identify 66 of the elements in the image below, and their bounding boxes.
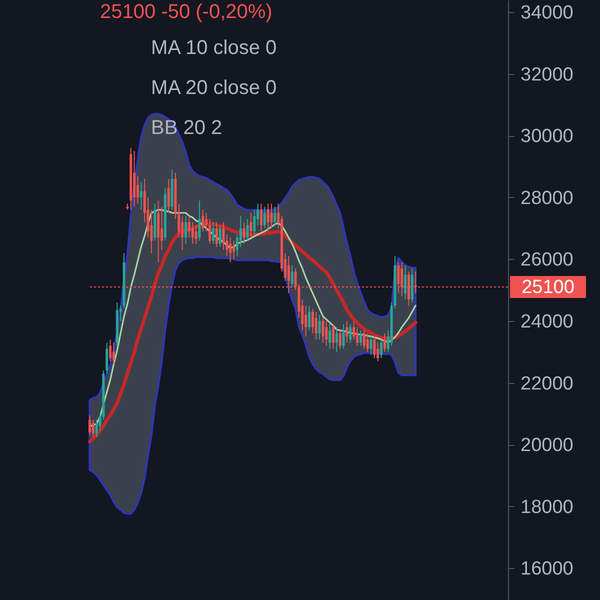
- annotation: MA 10 close 0: [151, 37, 277, 59]
- candlestick: [362, 330, 366, 350]
- candlestick: [222, 222, 225, 250]
- annotation: MA 20 close 0: [151, 77, 277, 99]
- candlestick: [338, 330, 342, 350]
- candlestick: [215, 222, 218, 248]
- y-tick-label: 30000: [520, 126, 574, 148]
- candlestick: [366, 332, 369, 352]
- candlestick: [335, 326, 338, 352]
- candlestick: [342, 324, 345, 350]
- candlestick: [314, 311, 318, 340]
- y-tick-label: 22000: [520, 373, 574, 394]
- candlestick: [229, 237, 232, 263]
- candlestick: [270, 203, 273, 229]
- y-tick-label: 24000: [520, 312, 574, 333]
- candlestick: [246, 218, 249, 242]
- candlestick: [194, 224, 198, 244]
- candlestick: [212, 222, 214, 244]
- y-tick-label: 28000: [520, 188, 574, 209]
- candlestick: [370, 336, 372, 356]
- y-tick-label: 16000: [520, 558, 574, 580]
- candlestick: [383, 332, 386, 352]
- candlestick: [250, 212, 252, 238]
- candlestick: [88, 414, 91, 436]
- candlestick: [346, 320, 348, 344]
- y-tick-label: 26000: [520, 250, 574, 271]
- y-tick-label: 20000: [520, 435, 574, 456]
- y-tick-label: 18000: [520, 496, 574, 518]
- candlestick: [239, 215, 242, 248]
- annotation: BB 20 2: [151, 117, 222, 139]
- candlestick: [253, 209, 256, 235]
- candlestick: [274, 206, 276, 226]
- candlestick: [263, 206, 266, 229]
- candlestick: [359, 330, 362, 346]
- candlestick: [109, 339, 112, 362]
- candlestick: [325, 320, 328, 346]
- ref-line-label: 25100: [522, 277, 574, 298]
- candlestick: [202, 209, 204, 232]
- candlestick: [242, 222, 246, 244]
- candlestick: [112, 342, 115, 365]
- candlestick: [328, 324, 332, 350]
- candlestick: [322, 317, 324, 344]
- candlestick: [191, 222, 194, 244]
- candlestick: [184, 215, 188, 244]
- candlestick: [349, 324, 352, 344]
- candlestick: [92, 419, 94, 438]
- candlestick: [106, 342, 108, 374]
- candlestick: [232, 240, 236, 260]
- candlestick: [290, 264, 294, 288]
- y-tick-label: 32000: [520, 64, 574, 86]
- candlestick: [308, 305, 310, 331]
- candlestick: [260, 203, 262, 232]
- candlestick: [404, 264, 407, 300]
- candlestick: [218, 224, 222, 248]
- candlestick: [352, 320, 356, 340]
- candlestick: [380, 339, 383, 359]
- candlestick: [140, 181, 142, 210]
- candlestick: [167, 178, 170, 214]
- candlestick: [266, 203, 270, 232]
- candlestick: [318, 314, 321, 340]
- chart-title: 25100 -50 (-0,20%): [100, 1, 272, 23]
- candlestick: [373, 336, 376, 359]
- candlestick: [332, 324, 334, 350]
- candlestick: [136, 175, 139, 204]
- y-tick-label: 34000: [520, 2, 574, 24]
- candlestick: [198, 200, 201, 242]
